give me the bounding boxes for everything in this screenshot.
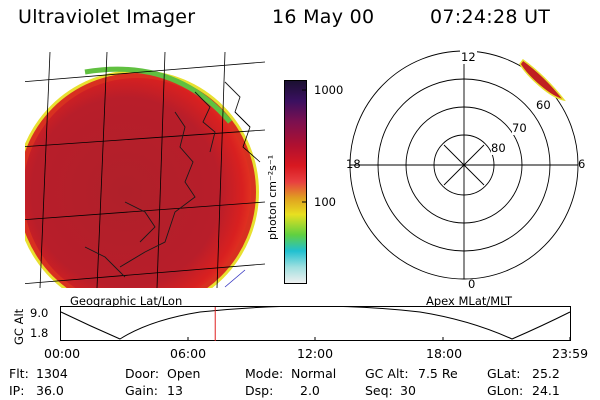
altitude-ytick-min: 1.8: [30, 326, 49, 340]
lat-lon-grid: [25, 52, 265, 288]
altitude-xtick-2359: 23:59: [552, 346, 589, 361]
glat-value: 25.2: [532, 366, 560, 381]
mlat-label-80: 80: [491, 141, 506, 155]
glon-label: GLon:: [487, 383, 524, 398]
mode-label: Mode:: [245, 366, 284, 381]
geographic-panel-label: Geographic Lat/Lon: [70, 294, 183, 308]
altitude-chart: [60, 306, 571, 341]
seq-value: 30: [400, 383, 416, 398]
color-bar: [284, 80, 307, 284]
altitude-xtick-1200: 12:00: [297, 346, 334, 361]
ip-value: 36.0: [36, 383, 64, 398]
colorbar-unit-label: photon cm⁻²s⁻¹: [266, 154, 279, 240]
flight-value: 1304: [36, 366, 68, 381]
aurora-oval: [519, 58, 566, 102]
mlat-label-60: 60: [536, 98, 551, 112]
altitude-curve: [60, 306, 571, 340]
mlt-label-0: 0: [468, 277, 476, 291]
colorbar-tick-1000: 1000: [314, 83, 344, 97]
altitude-ylabel: GC Alt: [12, 308, 26, 345]
mlt-label-6: 6: [578, 157, 586, 171]
mlt-label-12: 12: [460, 50, 477, 64]
gain-value: 13: [167, 383, 183, 398]
mlt-label-18: 18: [346, 157, 361, 171]
colorbar-tick-100: 100: [314, 195, 336, 209]
altitude-xtick-1800: 18:00: [426, 346, 463, 361]
coastlines: [84, 81, 251, 278]
altitude-xtick-0600: 06:00: [170, 346, 207, 361]
altitude-ytick-max: 9.0: [30, 306, 49, 320]
ip-label: IP:: [9, 383, 25, 398]
time-label: 07:24:28 UT: [430, 6, 551, 28]
door-value: Open: [167, 366, 201, 381]
glat-label: GLat:: [487, 366, 521, 381]
dsp-value: 2.0: [300, 383, 320, 398]
date-label: 16 May 00: [272, 6, 375, 28]
earth-disk: [25, 78, 251, 288]
mlat-label-70: 70: [512, 121, 527, 135]
mode-value: Normal: [291, 366, 337, 381]
altitude-xtick-0000: 00:00: [44, 346, 81, 361]
gain-label: Gain:: [125, 383, 158, 398]
glon-value: 24.1: [532, 383, 560, 398]
gc-alt-label: GC Alt:: [365, 366, 409, 381]
instrument-title: Ultraviolet Imager: [18, 6, 196, 28]
door-label: Door:: [125, 366, 160, 381]
polar-panel-label: Apex MLat/MLT: [426, 294, 513, 308]
seq-label: Seq:: [365, 383, 393, 398]
flight-label: Flt:: [9, 366, 29, 381]
polar-plot: [349, 50, 579, 280]
dsp-label: Dsp:: [245, 383, 274, 398]
gc-alt-value: 7.5 Re: [418, 366, 458, 381]
geographic-image: [25, 52, 265, 288]
